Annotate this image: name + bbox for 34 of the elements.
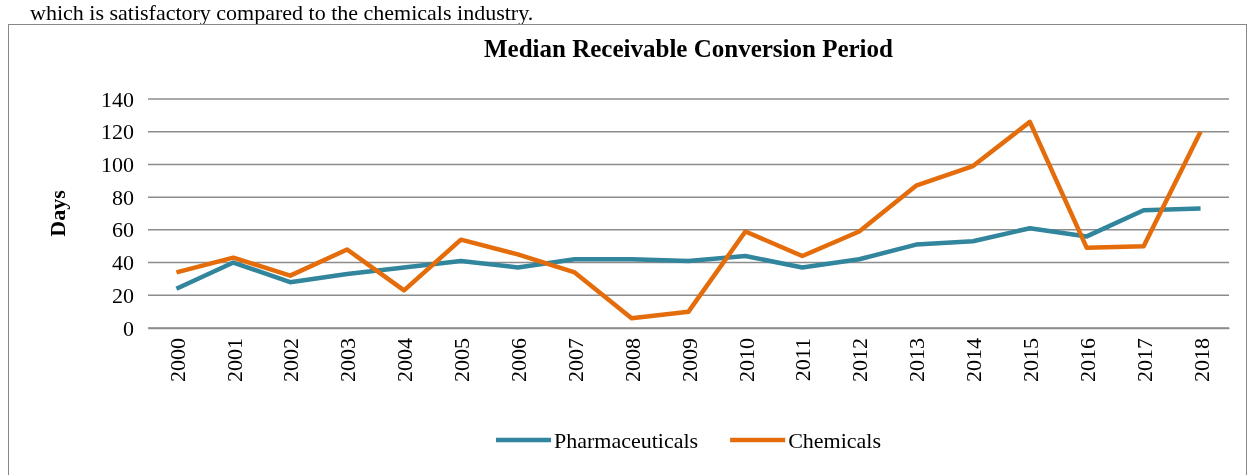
y-tick-label: 40	[112, 250, 134, 276]
x-tick-label: 2003	[335, 338, 361, 382]
line-series	[174, 206, 1203, 291]
x-tick-label: 2007	[562, 338, 588, 382]
y-axis-title: Days	[45, 189, 70, 237]
x-tick-label: 2010	[733, 338, 759, 382]
x-tick-label: 2006	[506, 338, 532, 382]
x-tick-label: 2016	[1074, 338, 1100, 382]
x-tick-label: 2011	[790, 338, 816, 382]
legend-label: Chemicals	[788, 427, 882, 453]
legend-label: Pharmaceuticals	[553, 427, 699, 453]
x-tick-label: 2012	[847, 338, 873, 382]
x-tick-label: 2015	[1018, 338, 1044, 382]
x-tick-label: 2008	[619, 338, 645, 382]
text: which is satisfactory compared to the chemicals industry.	[30, 0, 534, 25]
x-tick-label: 2004	[392, 338, 418, 382]
y-tick-label: 60	[112, 217, 134, 243]
x-tick-label: 2000	[164, 338, 190, 382]
x-tick-label: 2018	[1188, 338, 1214, 382]
x-tick-label: 2013	[904, 338, 930, 382]
y-tick-label: 0	[123, 315, 134, 341]
y-tick-label: 100	[101, 151, 134, 177]
x-tick-label: 2005	[449, 338, 475, 382]
y-tick-label: 80	[112, 184, 134, 210]
y-tick-label: 120	[101, 119, 134, 145]
x-tick-label: 2014	[961, 338, 987, 382]
x-tick-label: 2009	[676, 338, 702, 382]
chart-title: Median Receivable Conversion Period	[484, 35, 894, 62]
y-tick-label: 20	[112, 282, 134, 308]
y-tick-label: 140	[101, 86, 134, 112]
x-tick-label: 2001	[221, 338, 247, 382]
line-series	[174, 119, 1203, 321]
x-tick-label: 2017	[1131, 338, 1157, 382]
x-tick-label: 2002	[278, 338, 304, 382]
